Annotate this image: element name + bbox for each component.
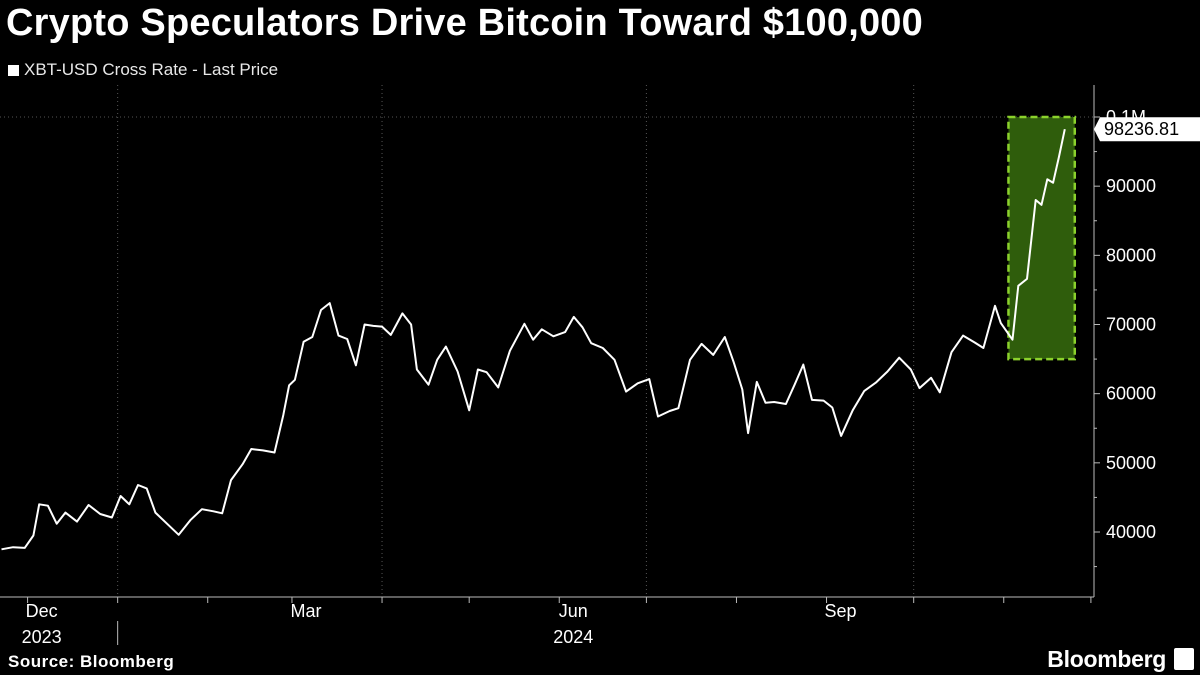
y-tick-label: 90000	[1106, 176, 1156, 196]
x-tick-year-label: 2024	[553, 627, 593, 647]
price-line	[1, 128, 1066, 551]
legend: XBT-USD Cross Rate - Last Price	[8, 60, 278, 80]
y-tick-label: 50000	[1106, 453, 1156, 473]
y-tick-label: 60000	[1106, 384, 1156, 404]
y-tick-label: 40000	[1106, 522, 1156, 542]
bloomberg-logo: Bloomberg	[1047, 646, 1166, 672]
chart-title: Crypto Speculators Drive Bitcoin Toward …	[6, 2, 923, 44]
source-note: Source: Bloomberg	[8, 652, 175, 671]
last-value-callout	[1094, 117, 1200, 142]
x-tick-year-label: 2023	[22, 627, 62, 647]
x-tick-label: Mar	[290, 601, 321, 621]
highlight-box	[1007, 115, 1077, 361]
legend-swatch	[8, 64, 19, 76]
x-tick-label: Jun	[559, 601, 588, 621]
legend-label: XBT-USD Cross Rate - Last Price	[24, 60, 279, 79]
bloomberg-chart-icon	[1174, 648, 1194, 670]
y-tick-label: 70000	[1106, 315, 1156, 335]
x-tick-label: Sep	[825, 601, 857, 621]
x-tick-label: Dec	[26, 601, 58, 621]
y-tick-label: 80000	[1106, 245, 1156, 265]
last-value-label: 98236.81	[1104, 119, 1179, 139]
